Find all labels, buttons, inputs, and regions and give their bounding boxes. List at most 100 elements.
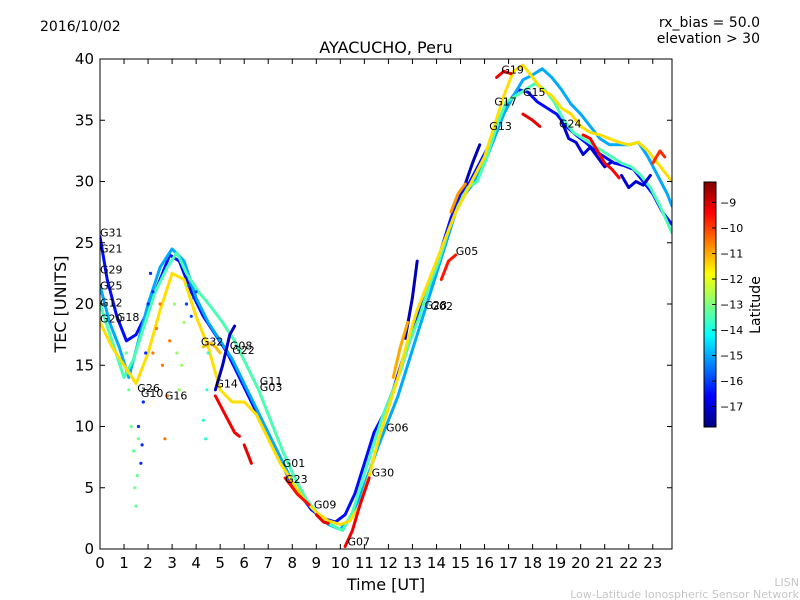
y-axis-label: TEC [UNITS]: [51, 256, 70, 354]
tec-series-line: [283, 476, 311, 507]
x-tick-label: 18: [523, 554, 542, 572]
colorbar-tick-label: −10: [720, 222, 743, 235]
tec-scatter-point: [194, 290, 198, 294]
tec-series-line: [620, 173, 652, 190]
tec-series-line: [213, 324, 237, 392]
tec-scatter-point: [177, 388, 181, 392]
satellite-label: G08: [230, 339, 253, 352]
tec-scatter-point: [148, 271, 153, 275]
x-tick-label: 13: [403, 554, 422, 572]
y-tick-label: 15: [75, 356, 94, 374]
tec-scatter-point: [180, 363, 184, 367]
x-tick-label: 1: [119, 554, 129, 572]
tec-series-line: [100, 67, 672, 531]
satellite-label: G09: [314, 499, 337, 512]
x-tick-label: 4: [191, 554, 201, 572]
y-tick-label: 0: [84, 540, 94, 558]
x-tick-label: 16: [475, 554, 494, 572]
tec-series-line: [201, 341, 222, 355]
tec-series-line: [242, 443, 253, 465]
satellite-label: G03: [260, 381, 283, 394]
satellite-label: G02: [431, 300, 454, 313]
date-label: 2016/10/02: [40, 19, 121, 35]
tec-scatter-point: [140, 443, 144, 447]
satellite-label: G13: [489, 120, 512, 133]
tec-scatter-point: [139, 461, 143, 465]
tec-series-line: [521, 112, 542, 128]
tec-scatter-point: [172, 302, 177, 306]
footer-lisn: LISN: [774, 576, 799, 589]
satellite-label: G31: [100, 227, 123, 240]
colorbar-tick-label: −14: [720, 324, 743, 337]
y-tick-label: 35: [75, 111, 94, 129]
tec-series-line: [495, 69, 513, 79]
tec-scatter-point: [136, 437, 141, 441]
tec-series-line: [100, 63, 672, 526]
x-tick-label: 5: [215, 554, 225, 572]
tec-scatter-point: [184, 284, 189, 288]
x-tick-label: 3: [167, 554, 177, 572]
colorbar-tick-label: −9: [720, 196, 736, 209]
satellite-label: G30: [372, 467, 395, 480]
satellite-label: G23: [285, 473, 308, 486]
y-tick-label: 40: [75, 50, 94, 68]
tec-series-line: [559, 118, 614, 169]
x-axis-label: Time [UT]: [346, 575, 425, 594]
satellite-label: G21: [100, 243, 123, 256]
x-tick-label: 8: [287, 554, 297, 572]
colorbar-tick-label: −15: [720, 350, 743, 363]
satellite-label: G07: [348, 535, 371, 548]
satellite-label: G15: [523, 86, 546, 99]
y-tick-label: 30: [75, 173, 94, 191]
tec-scatter-point: [165, 394, 169, 398]
satellite-label: G25: [100, 279, 123, 292]
tec-scatter-point: [127, 388, 131, 392]
tec-series-line: [100, 88, 672, 524]
tec-series-line: [391, 320, 410, 379]
tec-scatter-point: [134, 504, 138, 508]
tec-scatter-point: [129, 424, 133, 429]
tec-scatter-point: [132, 449, 136, 453]
satellite-label: G12: [100, 296, 123, 309]
tec-scatter-point: [144, 351, 148, 355]
x-tick-label: 11: [355, 554, 374, 572]
tec-scatter-point: [135, 473, 139, 478]
x-tick-label: 10: [331, 554, 350, 572]
x-tick-label: 17: [499, 554, 518, 572]
x-tick-label: 21: [595, 554, 614, 572]
tec-scatter-point: [133, 486, 137, 490]
tec-scatter-point: [151, 290, 155, 294]
tec-scatter-point: [175, 351, 179, 355]
x-tick-label: 2: [143, 554, 153, 572]
footer-network: Low-Latitude Ionospheric Sensor Network: [570, 588, 799, 600]
tec-scatter-point: [154, 326, 159, 331]
rx-bias-label: rx_bias = 50.0: [659, 15, 760, 31]
satellite-label: G29: [100, 263, 123, 276]
x-tick-label: 6: [239, 554, 249, 572]
tec-series-line: [651, 149, 667, 165]
x-tick-label: 12: [379, 554, 398, 572]
tec-scatter-point: [184, 302, 189, 306]
satellite-label: G01: [283, 457, 306, 470]
tec-scatter-point: [168, 339, 172, 343]
colorbar-tick-label: −17: [720, 401, 743, 414]
x-tick-label: 23: [643, 554, 662, 572]
y-tick-label: 20: [75, 295, 94, 313]
tec-scatter-point: [124, 351, 128, 355]
x-tick-label: 14: [427, 554, 446, 572]
satellite-label: G19: [501, 64, 524, 77]
tec-series-line: [581, 133, 621, 180]
tec-scatter-point: [158, 302, 162, 306]
colorbar-tick-label: −11: [720, 247, 743, 260]
tec-scatter-point: [182, 320, 186, 324]
x-tick-label: 7: [263, 554, 273, 572]
tec-scatter-point: [206, 351, 210, 355]
tec-scatter-point: [151, 351, 155, 355]
colorbar-label: Latitude: [748, 276, 764, 334]
satellite-label: G18: [117, 311, 140, 324]
tec-series-line: [100, 82, 672, 533]
tec-scatter-point: [205, 388, 209, 392]
satellite-label: G32: [201, 336, 224, 349]
elevation-label: elevation > 30: [657, 31, 760, 47]
